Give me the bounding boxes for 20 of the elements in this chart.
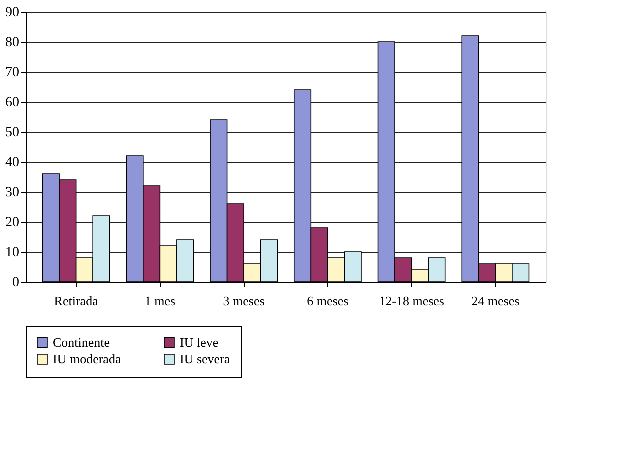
x-tick-label: Retirada bbox=[54, 294, 99, 308]
y-tick-label: 20 bbox=[6, 216, 20, 230]
y-tick-label: 90 bbox=[6, 6, 20, 20]
x-tick-label: 3 meses bbox=[223, 294, 265, 308]
y-tick-label: 50 bbox=[6, 126, 20, 140]
y-tick-label: 10 bbox=[6, 246, 20, 260]
x-tick-label: 6 meses bbox=[307, 294, 349, 308]
legend-label: IU severa bbox=[180, 352, 230, 366]
y-tick-label: 60 bbox=[6, 96, 20, 110]
y-tick-label: 70 bbox=[6, 66, 20, 80]
x-tick-label: 1 mes bbox=[144, 294, 176, 308]
x-tick-label: 24 meses bbox=[472, 294, 520, 308]
y-tick-label: 0 bbox=[12, 276, 20, 290]
x-tick-label: 12-18 meses bbox=[379, 294, 444, 308]
legend-label: IU moderada bbox=[53, 352, 122, 366]
legend-label: IU leve bbox=[180, 334, 219, 350]
legend-label: Continente bbox=[53, 334, 110, 350]
y-tick-label: 40 bbox=[6, 156, 20, 170]
y-tick-label: 30 bbox=[6, 186, 20, 200]
y-tick-label: 80 bbox=[6, 36, 20, 50]
